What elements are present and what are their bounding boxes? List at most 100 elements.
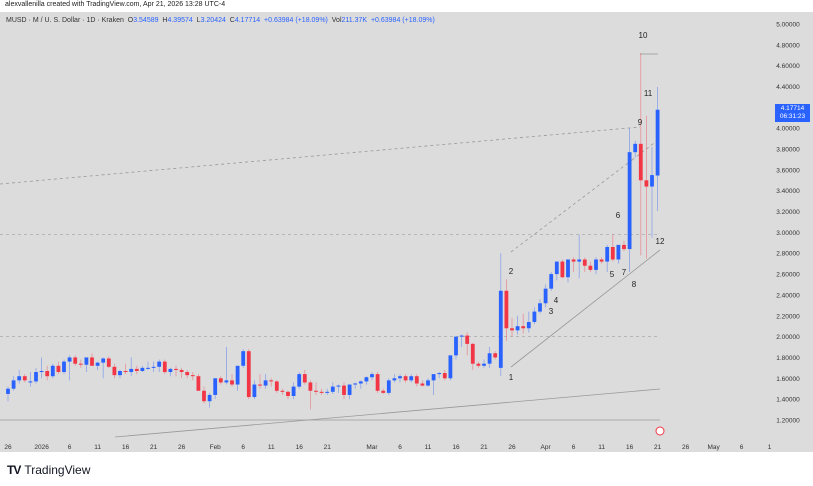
wave-label: 11 <box>644 89 653 98</box>
candle-body <box>258 384 262 386</box>
wave-label: 8 <box>632 280 637 289</box>
x-tick-label: Feb <box>210 444 222 451</box>
candle-body <box>280 390 285 392</box>
candle-body <box>213 378 218 395</box>
candle-body <box>515 326 520 331</box>
wave-label: 10 <box>639 31 648 40</box>
candle-body <box>616 244 621 260</box>
candle-body <box>476 363 481 366</box>
candle-body <box>521 326 526 329</box>
x-tick-label: 6 <box>572 444 576 451</box>
candle-body <box>190 375 195 377</box>
candle-body <box>610 246 615 260</box>
candle-body <box>454 336 458 356</box>
candle-body <box>526 322 531 329</box>
candle-body <box>314 390 318 392</box>
chart-pane[interactable]: 5.00000 4.80000 4.60000 4.40000 4.00000 3.800… <box>0 12 813 452</box>
candle-body <box>157 361 162 367</box>
y-tick-label: 4.80000 <box>776 42 800 49</box>
candle-body <box>185 372 190 376</box>
candle-body <box>577 259 582 262</box>
candle-body <box>420 383 425 386</box>
candle-body <box>437 373 442 375</box>
x-tick-label: 6 <box>241 444 245 451</box>
x-tick-label: 2026 <box>34 444 49 451</box>
candle-body <box>39 370 44 373</box>
candle-body <box>554 261 559 275</box>
x-tick-label: 11 <box>598 444 605 451</box>
y-tick-label: 3.00000 <box>776 230 800 237</box>
x-tick-label: 6 <box>68 444 72 451</box>
candle-body <box>146 367 150 369</box>
x-tick-label: 16 <box>452 444 460 451</box>
candle-body <box>543 288 548 304</box>
symbol-name[interactable]: MUSD · M / U. S. Dollar · 1D · Kraken <box>6 17 124 24</box>
candle-body <box>482 363 486 366</box>
candle-body <box>605 246 610 262</box>
wave-label: 2 <box>509 267 514 276</box>
volume-label: Vol <box>331 17 342 24</box>
candle-body <box>274 381 279 391</box>
candle-body <box>302 374 307 383</box>
candle-body <box>549 274 554 289</box>
candle-body <box>129 368 134 373</box>
candle-body <box>28 381 33 383</box>
x-tick-label: 6 <box>740 444 744 451</box>
open-value: 3.54589 <box>133 17 159 24</box>
candle-body <box>375 374 380 391</box>
candle-body <box>118 370 122 376</box>
candle-body <box>448 355 453 379</box>
high-value: 4.39574 <box>167 17 193 24</box>
y-tick-label: 5.00000 <box>776 22 800 29</box>
candle-body <box>386 380 391 393</box>
candle-body <box>246 351 251 398</box>
brand-name: TradingView <box>24 463 91 477</box>
candle-body <box>353 383 358 385</box>
candle-body <box>347 384 352 395</box>
open-label: O <box>127 17 134 24</box>
candle-body <box>532 311 537 323</box>
volume-change: +0.63984 (+18.09%) <box>370 17 435 24</box>
candle-body <box>62 361 66 373</box>
candle-body <box>644 180 649 187</box>
x-tick-label: 16 <box>296 444 304 451</box>
y-tick-label: 2.80000 <box>776 251 800 258</box>
candle-body <box>235 365 240 385</box>
candle-body <box>409 376 414 381</box>
x-tick-label: 16 <box>122 444 130 451</box>
tradingview-logo[interactable]: TV TradingView <box>7 463 90 477</box>
candle-body <box>84 357 89 365</box>
candle-body <box>78 363 83 365</box>
candle-body <box>342 385 346 395</box>
high-label: H <box>162 17 168 24</box>
candle-body <box>638 143 643 181</box>
candle-body <box>179 369 184 373</box>
trendline <box>510 159 633 253</box>
change-value: +0.63984 (+18.09%) <box>264 17 328 24</box>
candle-body <box>95 362 100 366</box>
candle-body <box>470 343 475 364</box>
candle-body <box>45 370 50 377</box>
candle-body <box>22 376 27 381</box>
x-tick-label: 16 <box>626 444 634 451</box>
candle-body <box>168 368 173 373</box>
candle-body <box>56 365 61 373</box>
candle-body <box>566 259 570 278</box>
wave-label: 1 <box>509 373 514 382</box>
close-label: C <box>229 17 235 24</box>
candle-body <box>151 366 156 368</box>
candle-body <box>381 390 386 393</box>
candle-body <box>504 290 509 329</box>
volume-value: 211.37K <box>341 17 368 24</box>
trendline <box>0 126 641 185</box>
x-tick-label: May <box>707 444 720 451</box>
candlestick-chart[interactable]: 5.00000 4.80000 4.60000 4.40000 4.00000 3.800… <box>0 12 813 452</box>
wave-label: 4 <box>554 296 559 305</box>
bar-countdown: 06:31:23 <box>779 113 806 120</box>
trendline <box>114 388 661 438</box>
candle-body <box>627 152 632 250</box>
candle-body <box>162 361 167 373</box>
candle-body <box>269 380 274 382</box>
candle-body <box>414 376 419 384</box>
candle-body <box>196 376 201 391</box>
